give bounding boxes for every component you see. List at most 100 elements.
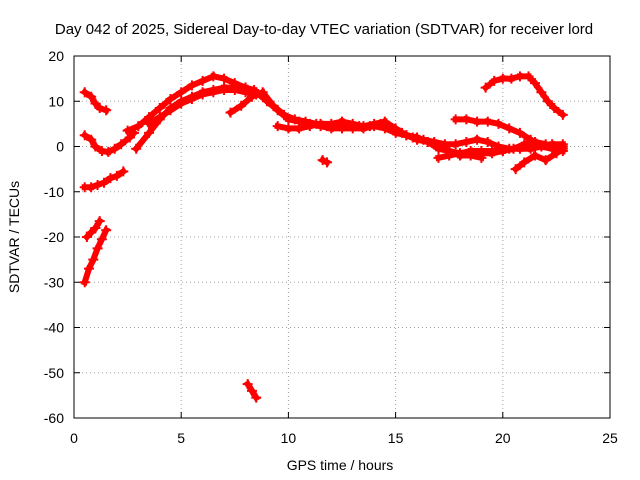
data-point: [487, 146, 498, 157]
data-point: [101, 105, 112, 116]
data-point: [154, 103, 165, 114]
x-tick-label: 5: [177, 430, 185, 446]
data-point: [122, 125, 133, 136]
data-point: [105, 173, 116, 184]
data-point: [506, 73, 517, 84]
data-point: [176, 87, 187, 98]
data-point: [294, 123, 305, 134]
data-point: [90, 98, 101, 109]
data-point: [519, 157, 530, 168]
data-point: [88, 254, 99, 265]
x-tick-label: 15: [388, 430, 404, 446]
data-point: [536, 141, 547, 152]
data-point: [246, 385, 257, 396]
data-point: [101, 225, 112, 236]
data-point: [144, 118, 155, 129]
data-point: [79, 130, 90, 141]
data-point: [219, 73, 230, 84]
x-tick-label: 25: [602, 430, 618, 446]
data-point: [176, 98, 187, 109]
chart-title: Day 042 of 2025, Sidereal Day-to-day VTE…: [55, 21, 593, 38]
data-point: [197, 75, 208, 86]
data-point: [79, 277, 90, 288]
series-track-p: [242, 379, 262, 403]
data-point: [86, 227, 97, 238]
data-point: [246, 91, 257, 102]
ticks: 0 5 10 15 20 25 -60 -50 -40 -30 -20 -10 0 10 20: [44, 48, 618, 446]
series-track-b: [79, 127, 140, 157]
data-point: [454, 148, 465, 159]
data-point: [165, 105, 176, 116]
data-point: [347, 118, 358, 129]
data-point: [358, 121, 369, 132]
data-point: [131, 143, 142, 154]
data-point: [103, 146, 114, 157]
data-point: [508, 143, 519, 154]
data-point: [497, 146, 508, 157]
x-axis-label: GPS time / hours: [287, 457, 394, 473]
y-tick-label: -30: [44, 274, 64, 290]
data-point: [315, 118, 326, 129]
y-tick-label: -40: [44, 320, 64, 336]
data-point: [482, 136, 493, 147]
data-point: [236, 100, 247, 111]
y-tick-label: -20: [44, 229, 64, 245]
data-point: [540, 155, 551, 166]
data-point: [523, 71, 534, 82]
data-point: [476, 146, 487, 157]
data-point: [79, 87, 90, 98]
series-trail: [552, 142, 568, 158]
data-point: [482, 116, 493, 127]
data-point: [240, 82, 251, 93]
data-point: [444, 150, 455, 161]
series-track-i: [225, 87, 568, 154]
data-point: [390, 123, 401, 134]
grid: [74, 56, 610, 418]
data-point: [450, 114, 461, 125]
data-point: [542, 96, 553, 107]
data-point: [472, 116, 483, 127]
series-trail: [550, 103, 568, 120]
data-point: [261, 96, 272, 107]
data-point: [504, 123, 515, 134]
data-point: [86, 91, 97, 102]
data-point: [401, 130, 412, 141]
series-track-c: [79, 166, 129, 193]
data-point: [81, 232, 92, 242]
data-point: [536, 87, 547, 98]
data-point: [450, 139, 461, 150]
data-point: [124, 132, 135, 143]
data-point: [557, 141, 568, 152]
data-point: [116, 139, 127, 150]
data-point: [433, 152, 444, 163]
y-tick-label: 20: [48, 48, 64, 64]
data-point: [90, 141, 101, 152]
data-point: [525, 143, 536, 154]
data-point: [229, 84, 240, 95]
data-point: [519, 139, 530, 150]
data-point: [549, 103, 560, 114]
data-point: [118, 166, 129, 177]
data-point: [94, 216, 105, 227]
data-point: [557, 109, 568, 120]
data-point: [242, 379, 253, 390]
data-point: [510, 164, 521, 175]
series-track-e: [79, 225, 112, 288]
y-tick-label: -60: [44, 410, 64, 426]
data-point: [272, 105, 283, 116]
x-tick-label: 20: [495, 430, 511, 446]
data-point: [412, 134, 423, 145]
data-point: [369, 118, 380, 129]
data-point: [497, 73, 508, 84]
data-point: [86, 182, 97, 193]
data-point: [379, 116, 390, 127]
data-point: [165, 93, 176, 104]
data-point: [144, 127, 155, 138]
data-point: [111, 170, 122, 181]
series-trail: [131, 128, 154, 153]
y-tick-label: 10: [48, 93, 64, 109]
data-point: [514, 71, 525, 82]
data-point: [525, 134, 536, 145]
y-tick-label: -10: [44, 184, 64, 200]
